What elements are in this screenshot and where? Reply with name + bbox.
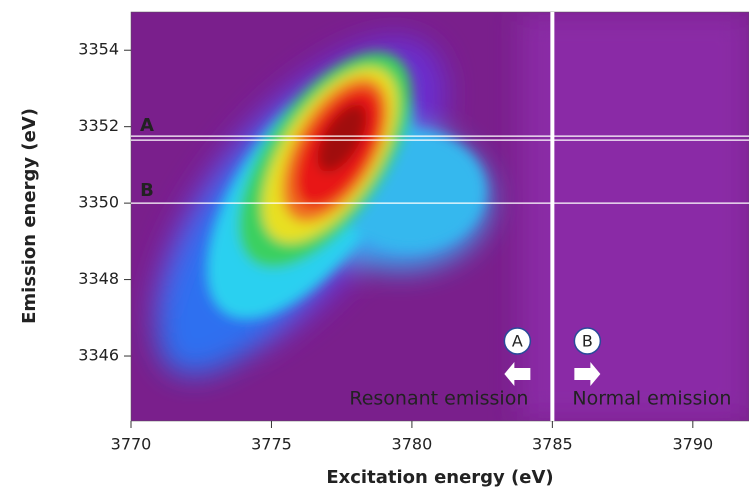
heatmap <box>131 12 749 421</box>
x-tick-label: 3790 <box>672 435 713 454</box>
x-tick-label: 3780 <box>392 435 433 454</box>
marker-circle <box>503 327 532 355</box>
x-axis-label: Excitation energy (eV) <box>326 467 553 488</box>
y-tick-label: 3350 <box>78 193 119 212</box>
region-marker: A <box>512 332 523 351</box>
y-tick-label: 3348 <box>78 269 119 288</box>
arrow <box>574 362 601 386</box>
region-label: Normal emission <box>572 388 731 410</box>
x-tick-label: 3785 <box>532 435 573 454</box>
arrow <box>504 362 531 386</box>
y-tick-label: 3352 <box>78 116 119 135</box>
cut-label: A <box>140 115 154 136</box>
x-tick-label: 3775 <box>251 435 292 454</box>
cut-label: B <box>140 180 154 201</box>
x-tick-label: 3770 <box>111 435 152 454</box>
y-axis-label: Emission energy (eV) <box>19 108 40 324</box>
marker-circle <box>573 327 602 355</box>
region-label: Resonant emission <box>349 388 528 410</box>
y-tick-label: 3346 <box>78 346 119 365</box>
y-tick-label: 3354 <box>78 40 119 59</box>
region-marker: B <box>582 332 593 351</box>
